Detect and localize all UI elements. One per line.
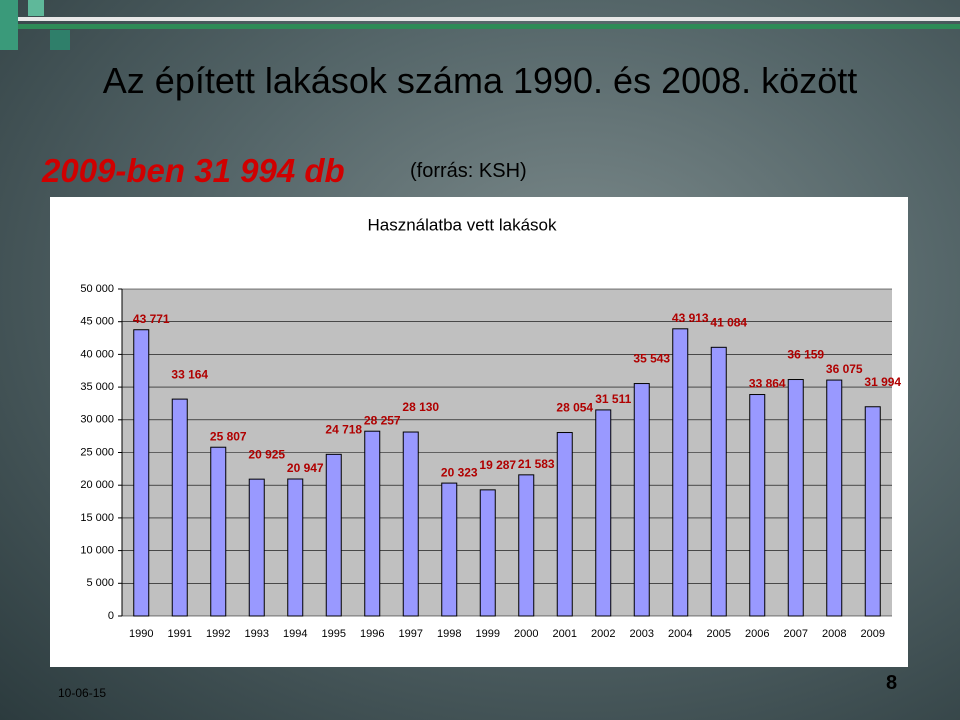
bar [210,446,227,617]
value-label: 28 054 [556,401,593,415]
bar [633,383,650,617]
value-label: 19 287 [479,458,516,472]
x-tick-label: 1992 [206,628,230,640]
bar [672,328,689,617]
value-label: 20 323 [441,465,478,479]
y-tick-label: 35 000 [80,381,114,393]
highlight: 2009-ben 31 994 db [42,152,345,189]
x-tick-label: 1991 [168,628,192,640]
x-tick-label: 1993 [245,628,269,640]
y-tick-label: 30 000 [80,414,114,426]
chart: Használatba vett lakások 0 5 000 10 000 15 … [50,197,908,667]
source: (forrás: KSH) [410,160,527,182]
value-label: 24 718 [325,423,362,437]
x-tick-label: 1997 [399,628,423,640]
bar [826,379,843,617]
x-tick-label: 1996 [360,628,384,640]
y-tick-label: 5 000 [86,577,114,589]
bar [364,430,381,617]
bar [749,394,766,617]
value-label: 28 257 [364,413,401,427]
value-label: 20 925 [248,447,285,461]
value-label: 43 913 [672,311,709,325]
slide-title: Az épített lakások száma 1990. és 2008. … [102,60,858,101]
bar [595,409,612,617]
value-label: 25 807 [210,429,247,443]
bar [518,474,535,617]
bar [171,398,188,617]
value-label: 21 583 [518,457,555,471]
y-tick-label: 20 000 [80,479,114,491]
bar [787,379,804,617]
y-tick-label: 25 000 [80,446,114,458]
y-tick-label: 50 000 [80,283,114,295]
y-tick-label: 40 000 [80,348,114,360]
x-tick-label: 2001 [553,628,577,640]
value-label: 33 864 [749,377,786,391]
x-tick-label: 2002 [591,628,615,640]
x-tick-label: 1995 [322,628,346,640]
value-label: 20 947 [287,461,324,475]
bar [133,329,150,617]
bar [441,482,458,617]
chart-title: Használatba vett lakások [368,215,557,234]
bar [556,432,573,617]
x-tick-label: 2005 [707,628,731,640]
x-tick-label: 2008 [822,628,846,640]
value-label: 36 075 [826,362,863,376]
decor [0,0,18,50]
x-tick-label: 1990 [129,628,153,640]
bar [325,453,342,617]
decor [50,30,70,50]
value-label: 35 543 [633,352,670,366]
value-label: 31 511 [595,392,631,406]
x-tick-label: 2009 [861,628,885,640]
value-label: 36 159 [787,348,824,362]
decor [28,0,44,16]
x-tick-label: 2004 [668,628,692,640]
y-tick-label: 45 000 [80,316,114,328]
y-tick-label: 0 [108,610,114,622]
x-tick-label: 2000 [514,628,538,640]
bar [864,406,881,617]
x-tick-label: 1994 [283,628,307,640]
decor [0,17,960,21]
bar [287,478,304,617]
x-tick-label: 2006 [745,628,769,640]
y-tick-label: 15 000 [80,512,114,524]
date: 10-06-15 [58,686,107,700]
x-tick-label: 1999 [476,628,500,640]
x-tick-label: 1998 [437,628,461,640]
y-tick-label: 10 000 [80,545,114,557]
bar [402,431,419,617]
value-label: 33 164 [171,367,208,381]
value-label: 43 771 [133,312,170,326]
bar [710,346,727,617]
value-label: 41 084 [710,315,747,329]
x-tick-label: 2007 [784,628,808,640]
value-label: 28 130 [402,400,439,414]
bar [479,489,496,617]
decor [0,24,960,29]
value-label: 31 994 [864,375,901,389]
bar [248,478,265,617]
page-number: 8 [886,672,898,694]
x-tick-label: 2003 [630,628,654,640]
